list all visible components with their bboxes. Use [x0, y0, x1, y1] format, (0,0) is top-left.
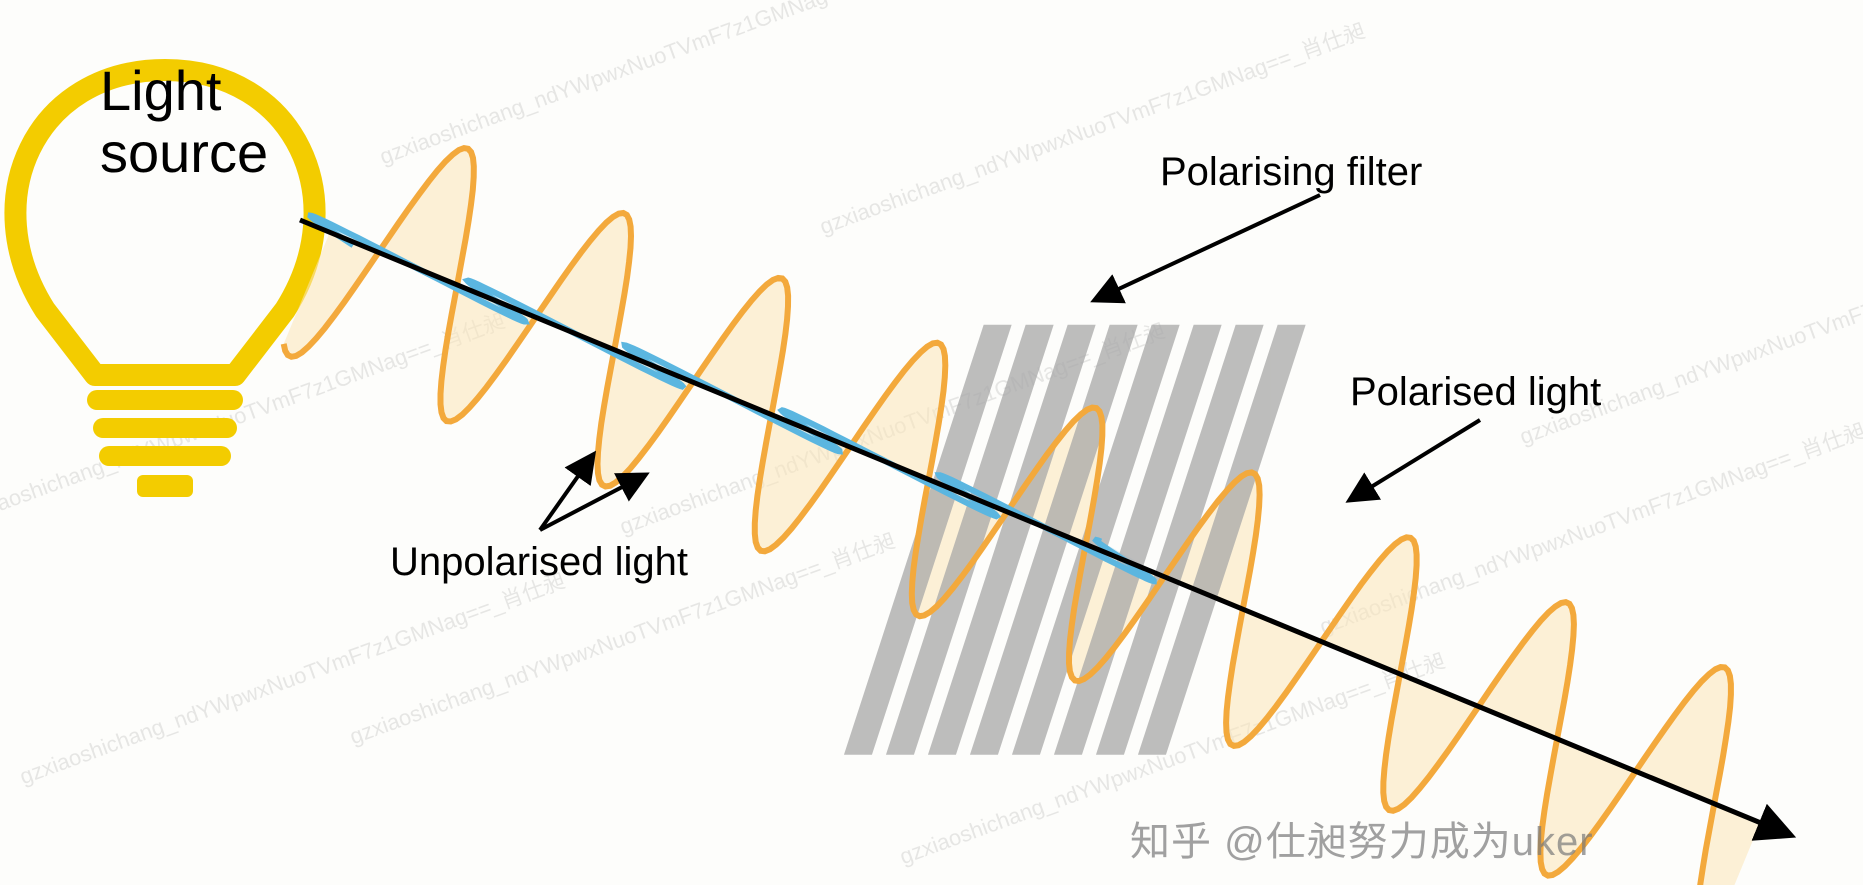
watermark-cn: 知乎 @仕昶努力成为uker — [1130, 820, 1594, 864]
unpolarised-light-label: Unpolarised light — [390, 540, 688, 584]
light-source-label: Light source — [100, 60, 268, 183]
polarising-filter-label: Polarising filter — [1160, 150, 1422, 194]
polarised-light-label: Polarised light — [1350, 370, 1601, 414]
wave-strokes — [284, 148, 1731, 885]
propagation-axis — [300, 220, 1790, 835]
light-source-line1: Light — [100, 59, 221, 122]
diagram-svg — [0, 0, 1863, 885]
light-source-line2: source — [100, 121, 268, 184]
